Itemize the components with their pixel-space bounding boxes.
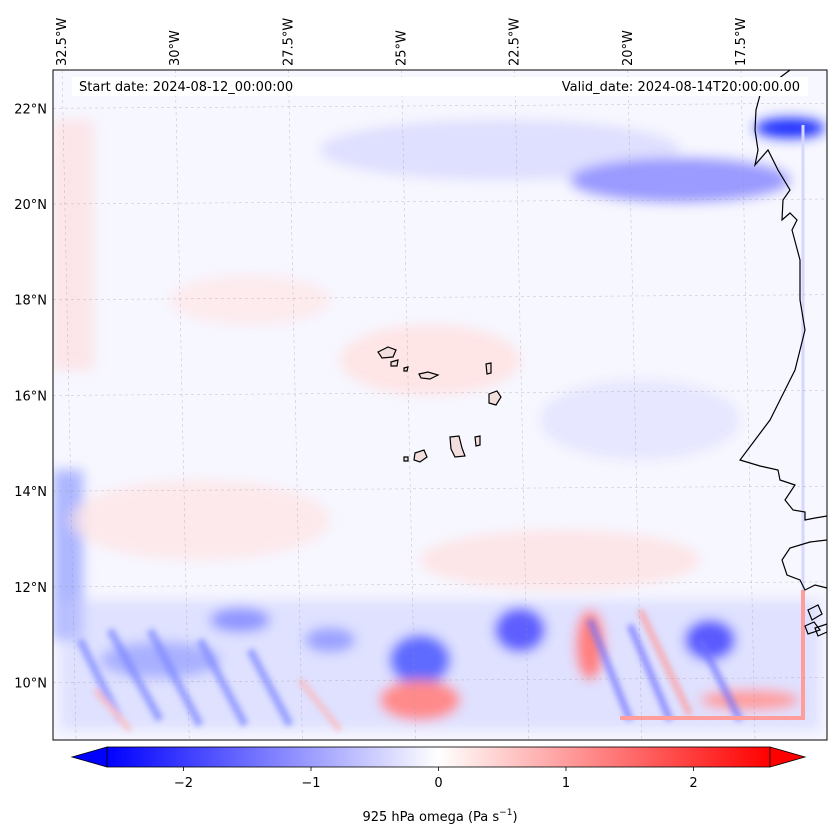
- latitude-label: 14°N: [14, 485, 47, 500]
- colorbar-tick-label: −2: [174, 776, 193, 791]
- colorbar-extend-right: [769, 746, 807, 768]
- colorbar-ticks: −2 −1 0 1 2: [174, 767, 698, 791]
- colorbar-label: 925 hPa omega (Pa s−1): [362, 808, 517, 825]
- map-panel: Start date: 2024-08-12_00:00:00 Valid_da…: [53, 70, 827, 740]
- longitude-label: 25°W: [395, 30, 410, 66]
- omega-patch: [700, 690, 800, 710]
- meridian-line: [401, 70, 416, 740]
- omega-patch: [210, 608, 270, 632]
- omega-patch: [390, 635, 450, 685]
- coastline: [739, 70, 827, 637]
- longitude-label: 17.5°W: [734, 18, 749, 66]
- africa-coast: [739, 70, 827, 521]
- meridian-line: [514, 70, 529, 740]
- colorbar-tick-label: −1: [301, 776, 320, 791]
- island-fogo: [413, 449, 428, 463]
- omega-patch: [305, 628, 355, 652]
- meridian-line: [740, 70, 756, 740]
- omega-patch: [380, 680, 460, 720]
- omega-patch: [540, 380, 740, 460]
- island-boa-vista: [488, 390, 502, 406]
- island-santiago: [449, 435, 466, 458]
- latitude-labels: 22°N 20°N 18°N 16°N 14°N 12°N 10°N: [14, 102, 47, 691]
- boundary-artifact: [620, 125, 805, 720]
- meridian-line: [61, 70, 77, 740]
- latitude-label: 18°N: [14, 294, 47, 309]
- omega-field: [53, 118, 825, 730]
- omega-patch: [685, 620, 735, 660]
- omega-patch: [495, 608, 545, 652]
- date-label-background: [72, 77, 808, 96]
- meridian-line: [174, 70, 190, 740]
- graticule: [53, 70, 827, 740]
- boundary-line: [620, 590, 805, 720]
- africa-coast-south: [781, 539, 827, 591]
- omega-patch: [570, 158, 790, 202]
- island-sao-vicente: [390, 359, 399, 367]
- colorbar-tick-label: 0: [434, 776, 442, 791]
- start-date-label: Start date: 2024-08-12_00:00:00: [79, 80, 293, 95]
- meridian-line: [288, 70, 303, 740]
- valid-date-label: Valid_date: 2024-08-14T20:00:00.00: [562, 80, 800, 95]
- latitude-label: 10°N: [14, 677, 47, 692]
- island-brava: [403, 456, 409, 462]
- island-maio: [474, 435, 481, 447]
- omega-patch: [340, 325, 520, 395]
- omega-patch: [755, 118, 825, 138]
- island-santa-luzia: [403, 366, 409, 372]
- longitude-label: 22.5°W: [508, 18, 523, 66]
- colorbar-tick-label: 1: [562, 776, 570, 791]
- longitude-label: 27.5°W: [281, 18, 296, 66]
- island-sal: [485, 362, 492, 375]
- omega-patch: [170, 275, 330, 325]
- island-sao-nicolau: [418, 371, 440, 380]
- longitude-label: 32.5°W: [55, 18, 70, 66]
- latitude-label: 22°N: [14, 102, 47, 117]
- latitude-label: 20°N: [14, 198, 47, 213]
- cape-verde-islands: [377, 346, 502, 463]
- omega-patch: [70, 480, 330, 560]
- coast-islands-south: [804, 604, 827, 637]
- colorbar-tick-label: 2: [689, 776, 697, 791]
- colorbar-body: [106, 746, 771, 768]
- longitude-label: 30°W: [168, 30, 183, 66]
- omega-patch: [576, 610, 604, 680]
- omega-patch: [420, 530, 700, 590]
- omega-patch: [53, 120, 93, 370]
- island-santo-antao: [377, 346, 397, 359]
- map-frame: [52, 69, 828, 741]
- colorbar: −2 −1 0 1 2 925 hPa omega (Pa s−1): [70, 746, 807, 825]
- latitude-label: 16°N: [14, 389, 47, 404]
- longitude-label: 20°W: [621, 30, 636, 66]
- meridian-line: [627, 70, 643, 740]
- longitude-labels: 32.5°W 30°W 27.5°W 25°W 22.5°W 20°W 17.5°W: [55, 18, 749, 66]
- latitude-label: 12°N: [14, 581, 47, 596]
- colorbar-extend-left: [70, 746, 108, 768]
- omega-streaks: [76, 608, 744, 732]
- omega-patch: [320, 120, 680, 180]
